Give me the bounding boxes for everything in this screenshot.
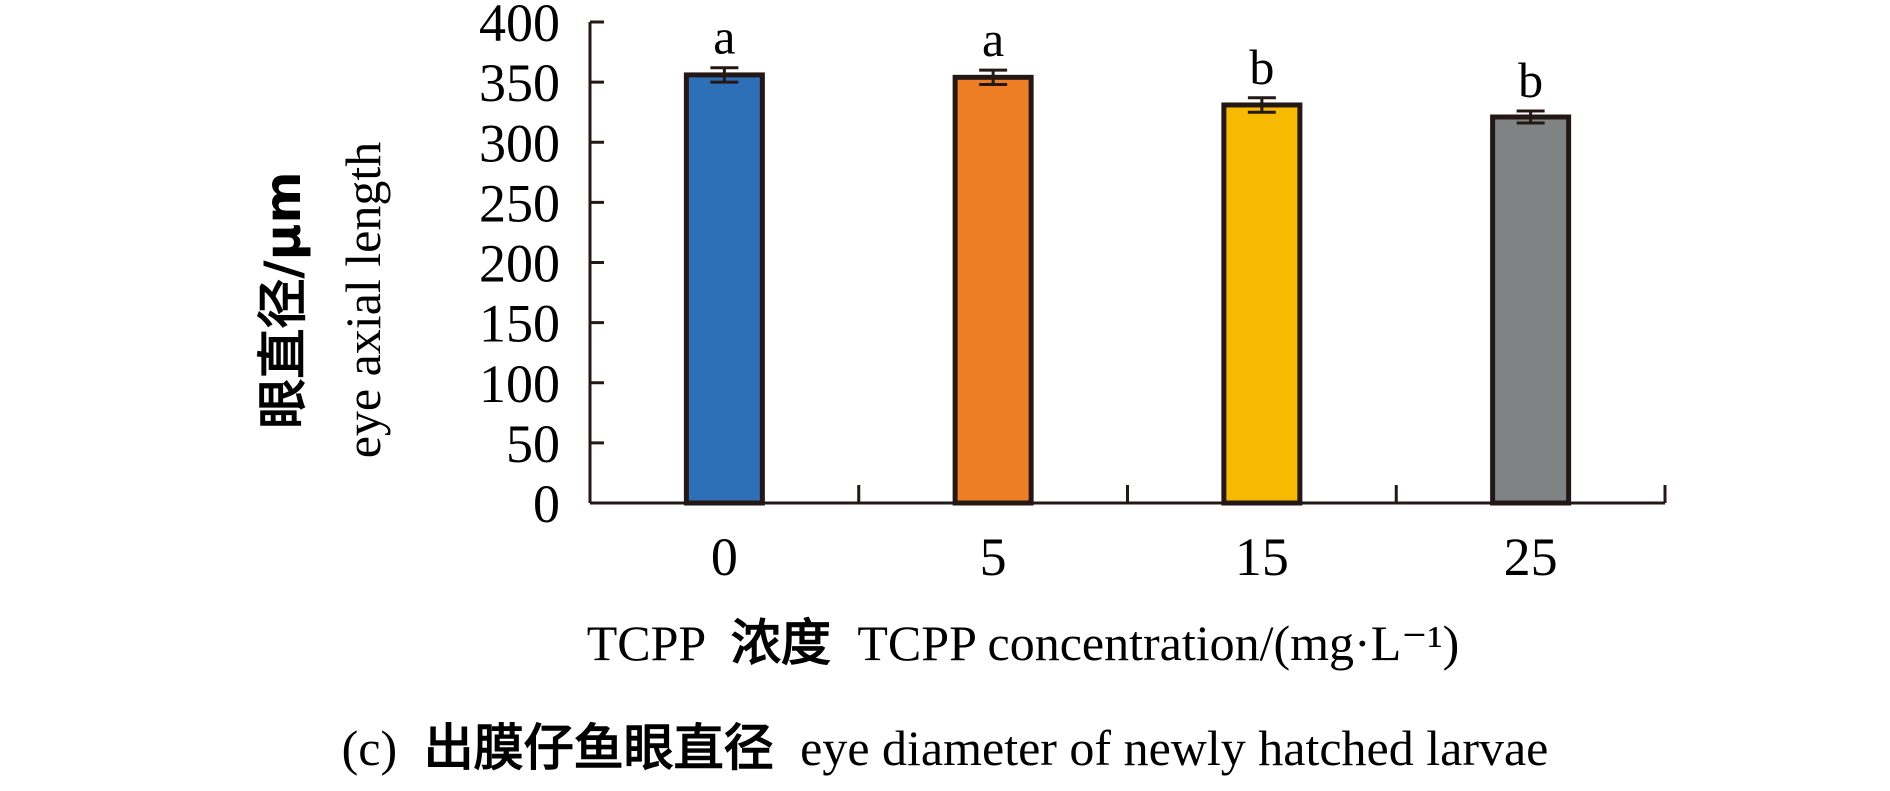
y-tick-label: 100 (479, 354, 560, 414)
x-axis-title-prefix: TCPP (587, 615, 705, 671)
caption-cn: 出膜仔鱼眼直径 (424, 719, 774, 777)
x-tick-label: 0 (711, 527, 738, 587)
y-tick-label: 150 (479, 294, 560, 354)
bar (1221, 102, 1303, 506)
figure-caption: (c) 出膜仔鱼眼直径 eye diameter of newly hatche… (342, 719, 1549, 777)
significance-label: b (1518, 52, 1543, 108)
y-axis-title-cn: 眼直径/μm (254, 171, 312, 428)
y-tick-label: 250 (479, 173, 560, 233)
significance-label: a (713, 9, 735, 65)
significance-label: b (1249, 39, 1274, 95)
caption-label: (c) (342, 720, 398, 776)
bar (952, 74, 1034, 506)
y-tick-label: 50 (506, 414, 560, 474)
x-tick-label: 5 (980, 527, 1007, 587)
x-axis-title-cn: 浓度 (731, 614, 831, 672)
bar (683, 72, 765, 506)
significance-label: a (982, 11, 1004, 67)
x-tick-label: 15 (1235, 527, 1289, 587)
y-tick-label: 400 (479, 0, 560, 53)
y-tick-label: 0 (533, 474, 560, 534)
y-axis-title-en: eye axial length (335, 142, 391, 459)
bar-series: a 0 a 5 b 15 b 25 (683, 9, 1572, 587)
y-tick-label: 300 (479, 113, 560, 173)
y-tick-label: 200 (479, 234, 560, 294)
x-tick-label: 25 (1504, 527, 1558, 587)
x-axis-title: TCPP 浓度 TCPP concentration/(mg·L⁻¹) (587, 614, 1460, 672)
caption-en: eye diameter of newly hatched larvae (800, 720, 1548, 776)
y-tick-label: 350 (479, 53, 560, 113)
bar (1490, 114, 1572, 506)
x-axis-title-en: TCPP concentration/(mg·L⁻¹) (857, 615, 1459, 671)
